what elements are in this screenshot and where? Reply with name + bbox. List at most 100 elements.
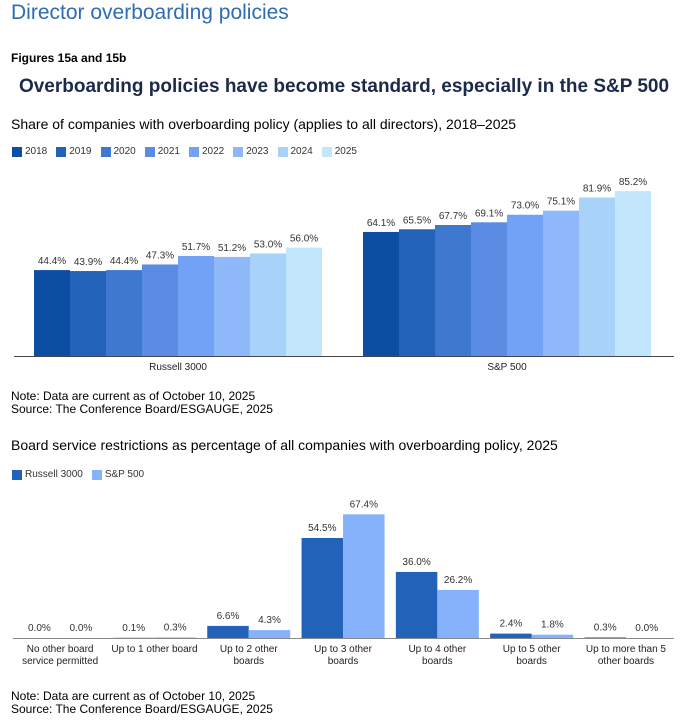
chart2-category-label: boards: [422, 656, 453, 667]
chart2-category-label: Up to 2 other: [220, 644, 278, 655]
chart2-data-label: 0.0%: [635, 623, 658, 634]
legend-label: 2019: [69, 146, 92, 157]
chart1-data-label: 64.1%: [367, 218, 395, 229]
chart1-title: Share of companies with overboarding pol…: [11, 116, 517, 132]
chart2-bar: [490, 633, 532, 638]
chart1-legend-item: 2023: [233, 146, 269, 157]
legend-label: 2018: [25, 146, 48, 157]
chart2-category-label: boards: [328, 656, 359, 667]
chart2-category-label: service permitted: [22, 656, 98, 667]
chart1-bar: [34, 270, 70, 356]
chart1-footnote: Note: Data are current as of October 10,…: [11, 390, 273, 416]
chart2-category-label: Up to 4 other: [408, 644, 466, 655]
chart1-bar: [250, 253, 286, 356]
chart2-legend: Russell 3000 S&P 500: [12, 469, 147, 480]
chart2-data-label: 1.8%: [541, 620, 564, 631]
chart1-data-label: 67.7%: [439, 211, 467, 222]
chart2-data-label: 36.0%: [402, 557, 430, 568]
legend-label: 2024: [290, 146, 313, 157]
page-title: Director overboarding policies: [11, 1, 289, 24]
chart1-data-label: 44.4%: [38, 256, 66, 267]
legend-label: 2020: [113, 146, 136, 157]
chart2-data-label: 0.0%: [28, 623, 51, 634]
chart2-data-label: 6.6%: [217, 611, 240, 622]
chart2-category-label: Up to 5 other: [503, 644, 561, 655]
legend-swatch: [12, 146, 22, 157]
chart2-bar: [154, 637, 196, 638]
chart1-legend: 2018 2019 2020 2021 2022 2023 2024 2025: [12, 146, 360, 157]
chart2-bar: [343, 514, 385, 638]
chart1-data-label: 47.3%: [146, 250, 174, 261]
chart1-bar: [214, 256, 250, 356]
chart1-data-label: 73.0%: [511, 201, 539, 212]
chart1-data-label: 51.7%: [182, 242, 210, 253]
chart1-legend-item: 2025: [321, 146, 357, 157]
chart2-category-label: boards: [516, 656, 547, 667]
chart2-data-label: 0.1%: [122, 623, 145, 634]
chart2-category-label: No other board: [27, 644, 94, 655]
chart2-bar: [584, 637, 626, 638]
chart2-data-label: 2.4%: [500, 619, 523, 630]
chart2-bar: [437, 589, 479, 638]
chart2-data-label: 0.3%: [594, 622, 617, 633]
chart2-category-label: other boards: [598, 656, 654, 667]
legend-swatch: [233, 146, 244, 157]
chart1-bar: [507, 214, 543, 356]
figure-label: Figures 15a and 15b: [11, 51, 127, 65]
legend-label: 2023: [246, 146, 269, 157]
chart1-legend-item: 2022: [189, 146, 224, 157]
chart1-bar: [399, 229, 435, 356]
chart1-bar: [615, 191, 651, 356]
chart1-category-label: Russell 3000: [149, 362, 207, 373]
chart1-category-label: S&P 500: [487, 362, 527, 373]
legend-swatch: [321, 146, 332, 157]
chart2-source: Source: The Conference Board/ESGAUGE, 20…: [11, 702, 273, 716]
chart1-data-label: 69.1%: [475, 208, 503, 219]
chart2-category-label: Up to 3 other: [314, 644, 372, 655]
chart2-data-label: 54.5%: [308, 523, 336, 534]
chart2-category-label: Up to 1 other board: [111, 644, 197, 655]
chart1-bar: [543, 210, 579, 356]
legend-swatch: [277, 146, 288, 157]
chart2-legend-item: Russell 3000: [12, 469, 83, 480]
chart2-category-label: Up to more than 5: [586, 644, 666, 655]
legend-label: 2025: [334, 146, 357, 157]
chart1-bar: [106, 270, 142, 356]
legend-swatch: [56, 146, 67, 157]
chart1-bar: [579, 197, 615, 356]
chart1-legend-item: 2020: [100, 146, 136, 157]
chart1-bar: [142, 264, 178, 356]
legend-swatch: [189, 146, 199, 157]
chart2-bar: [248, 630, 291, 638]
legend-swatch: [91, 469, 102, 480]
chart1-bar: [471, 222, 507, 356]
chart1-legend-item: 2021: [144, 146, 180, 157]
chart2-data-label: 67.4%: [350, 499, 378, 510]
legend-label: Russell 3000: [25, 469, 83, 480]
chart2-legend-item: S&P 500: [91, 469, 145, 480]
chart1-data-label: 85.2%: [619, 177, 647, 188]
chart1-legend-item: 2024: [277, 146, 313, 157]
legend-label: 2021: [157, 146, 180, 157]
chart2-title: Board service restrictions as percentage…: [11, 437, 558, 453]
legend-swatch: [144, 146, 155, 157]
chart1-data-label: 56.0%: [290, 234, 318, 245]
chart2-bar: [207, 625, 249, 638]
chart2-category-label: boards: [233, 656, 264, 667]
chart1-legend-item: 2019: [56, 146, 92, 157]
chart1-data-label: 51.2%: [218, 243, 246, 254]
legend-swatch: [12, 469, 22, 480]
chart2-footnote: Note: Data are current as of October 10,…: [11, 690, 273, 716]
legend-label: S&P 500: [104, 469, 145, 480]
legend-label: 2022: [202, 146, 225, 157]
chart1-source: Source: The Conference Board/ESGAUGE, 20…: [11, 402, 273, 416]
chart2-bar: [395, 571, 438, 638]
chart2-data-label: 0.0%: [70, 623, 93, 634]
chart2-bar: [531, 634, 574, 638]
chart2-data-label: 0.3%: [164, 622, 187, 633]
chart1-note: Note: Data are current as of October 10,…: [11, 389, 256, 403]
chart1-legend-item: 2018: [12, 146, 47, 157]
chart1-bar: [286, 247, 322, 356]
chart1-bar: [435, 225, 471, 356]
